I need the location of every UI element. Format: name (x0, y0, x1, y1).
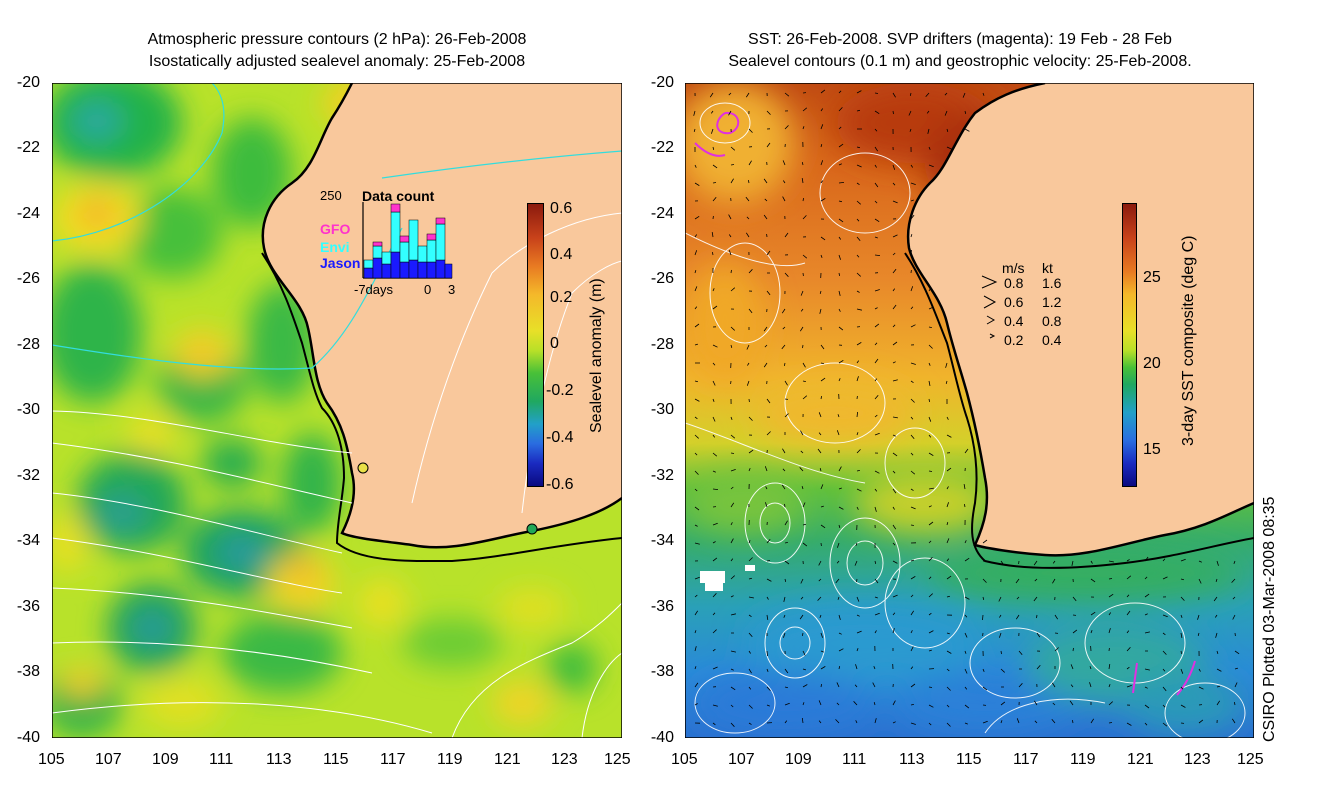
y-tick: -34 (650, 532, 674, 549)
y-tick: -20 (650, 74, 674, 91)
data-count-title: Data count (362, 188, 435, 204)
left-colorbar-tick: -0.2 (546, 382, 574, 399)
x-tick: 123 (1184, 751, 1211, 768)
y-tick: -20 (16, 74, 40, 91)
y-tick: -28 (650, 336, 674, 353)
velocity-row-ms: 0.4 (1004, 313, 1024, 329)
plot-credit: CSIRO Plotted 03-Mar-2008 08:35 (1261, 496, 1278, 742)
velocity-row-ms: 0.2 (1004, 332, 1024, 348)
right-title-line2: Sealevel contours (0.1 m) and geostrophi… (728, 53, 1192, 70)
data-count-xlabel-left: -7days (354, 282, 394, 297)
legend-envi: Envi (320, 239, 350, 255)
x-tick: 105 (671, 751, 698, 768)
velocity-row-ms: 0.8 (1004, 275, 1024, 291)
x-tick: 125 (1237, 751, 1264, 768)
velocity-row-kt: 0.4 (1042, 332, 1062, 348)
data-count-bars (362, 202, 453, 279)
y-tick: -26 (16, 270, 40, 287)
x-tick: 123 (551, 751, 578, 768)
left-colorbar-tick: 0.2 (550, 289, 573, 306)
y-tick: -30 (16, 401, 40, 418)
velocity-header-kt: kt (1042, 260, 1053, 276)
y-tick: -36 (16, 598, 40, 615)
left-colorbar-tick: 0.4 (550, 246, 573, 263)
x-tick: 105 (38, 751, 65, 768)
x-tick: 115 (956, 751, 982, 768)
y-tick: -26 (650, 270, 674, 287)
y-tick: -34 (16, 532, 40, 549)
right-colorbar-tick: 20 (1143, 355, 1161, 372)
x-tick: 119 (437, 751, 463, 768)
y-tick: -40 (16, 729, 40, 746)
velocity-row-ms: 0.6 (1004, 294, 1024, 310)
x-tick: 117 (380, 751, 406, 768)
y-tick: -22 (650, 139, 674, 156)
left-colorbar (527, 203, 544, 487)
y-tick: -30 (650, 401, 674, 418)
station-marker (526, 523, 538, 535)
left-title-line2: Isostatically adjusted sealevel anomaly:… (148, 53, 526, 70)
right-colorbar-tick: 15 (1143, 441, 1161, 458)
sst-map (685, 83, 1254, 738)
data-count-inset: 250 Data count GFO Envi Jason -7days 0 3 (318, 188, 458, 298)
x-tick: 117 (1013, 751, 1039, 768)
pressure-cyan-contours (52, 83, 622, 370)
velocity-legend: m/s kt 0.8 1.6 0.6 1.2 0.4 0.8 0.2 0.4 (980, 260, 1090, 350)
x-tick: 111 (209, 751, 234, 768)
y-tick: -24 (16, 205, 40, 222)
y-tick: -24 (650, 205, 674, 222)
data-count-ymax: 250 (320, 188, 342, 203)
sealevel-contours (685, 102, 1246, 738)
left-colorbar-label: Sealevel anomaly (m) (588, 278, 605, 433)
x-tick: 115 (323, 751, 349, 768)
australia-landmass (908, 83, 1254, 556)
x-tick: 111 (842, 751, 867, 768)
x-tick: 113 (899, 751, 925, 768)
legend-gfo: GFO (320, 221, 351, 237)
y-tick: -32 (16, 467, 40, 484)
data-count-xlabel-right: 3 (448, 282, 456, 297)
y-tick: -32 (650, 467, 674, 484)
left-colorbar-tick: -0.6 (546, 476, 574, 493)
x-tick: 113 (266, 751, 292, 768)
legend-jason: Jason (320, 255, 361, 271)
x-tick: 119 (1070, 751, 1096, 768)
data-count-xlabel-mid: 0 (424, 282, 432, 297)
right-colorbar-tick: 25 (1143, 269, 1161, 286)
velocity-arrow-marks (693, 89, 1240, 727)
x-tick: 109 (152, 751, 179, 768)
velocity-row-kt: 0.8 (1042, 313, 1062, 329)
x-tick: 107 (728, 751, 755, 768)
geostrophic-velocity-arrows (693, 89, 1240, 727)
x-tick: 109 (785, 751, 812, 768)
station-marker (357, 462, 369, 474)
velocity-row-kt: 1.6 (1042, 275, 1062, 291)
left-colorbar-tick: -0.4 (546, 429, 574, 446)
y-tick: -22 (16, 139, 40, 156)
left-colorbar-tick: 0.6 (550, 200, 573, 217)
velocity-header-ms: m/s (1002, 260, 1025, 276)
y-tick: -36 (650, 598, 674, 615)
y-tick: -38 (16, 663, 40, 680)
right-colorbar (1122, 203, 1137, 487)
x-tick: 121 (494, 751, 521, 768)
y-tick: -28 (16, 336, 40, 353)
y-tick: -40 (650, 729, 674, 746)
right-colorbar-label: 3-day SST composite (deg C) (1180, 235, 1197, 446)
svp-drifter-tracks (694, 111, 1196, 696)
right-map (685, 83, 1254, 738)
pressure-isobars (52, 212, 622, 738)
velocity-legend-arrows (981, 275, 998, 339)
x-tick: 125 (604, 751, 631, 768)
left-colorbar-tick: 0 (550, 335, 559, 352)
y-tick: -38 (650, 663, 674, 680)
x-tick: 121 (1127, 751, 1154, 768)
cloud-gaps (700, 565, 755, 591)
left-title-line1: Atmospheric pressure contours (2 hPa): 2… (147, 31, 527, 48)
right-title-line1: SST: 26-Feb-2008. SVP drifters (magenta)… (748, 31, 1172, 48)
x-tick: 107 (95, 751, 122, 768)
velocity-row-kt: 1.2 (1042, 294, 1062, 310)
